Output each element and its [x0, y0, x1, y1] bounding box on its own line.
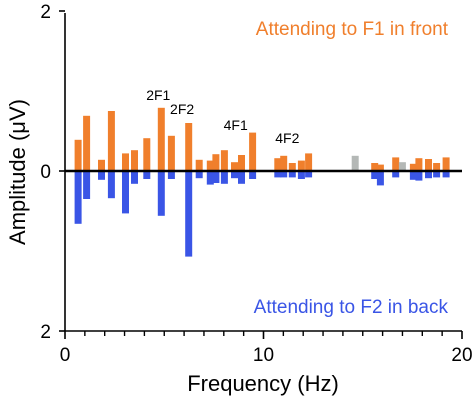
y-axis-title: Amplitude (μV)	[5, 99, 30, 245]
bar-series-0-14	[231, 162, 238, 171]
bar-series-2-1	[398, 162, 406, 171]
y-tick-label: 2	[40, 322, 51, 343]
bar-series-1-3	[107, 171, 115, 199]
plot-area	[74, 107, 450, 257]
bar-series-1-15	[238, 171, 245, 184]
bar-series-0-12	[212, 154, 220, 171]
bar-series-0-2	[98, 159, 105, 171]
bar-series-0-11	[206, 160, 214, 171]
bar-series-0-15	[238, 155, 245, 171]
bar-series-1-14	[231, 171, 238, 179]
bar-series-1-2	[98, 171, 105, 180]
back-condition-label: Attending to F2 in back	[254, 297, 449, 318]
y-ticks: 2 0 2	[40, 2, 65, 343]
bar-series-1-29	[442, 171, 450, 178]
bar-series-0-18	[280, 155, 288, 171]
bar-series-1-21	[305, 171, 313, 178]
y-tick-label: 2	[40, 2, 51, 23]
bar-series-1-17	[274, 171, 282, 178]
annotation-label: 4F1	[224, 117, 248, 133]
bar-series-0-8	[167, 135, 175, 171]
bar-series-1-18	[280, 171, 288, 178]
bar-series-1-22	[371, 171, 379, 179]
bar-series-2-0	[351, 155, 359, 171]
bar-series-1-6	[143, 171, 151, 179]
bar-series-1-16	[249, 171, 257, 179]
bar-series-0-29	[442, 157, 450, 171]
annotation-label: 2F1	[146, 87, 170, 103]
bar-series-1-11	[206, 171, 214, 185]
bar-series-1-23	[376, 171, 384, 186]
bar-series-1-0	[74, 171, 82, 224]
bar-series-0-25	[409, 163, 417, 171]
bar-series-1-27	[425, 171, 432, 179]
bar-series-1-12	[212, 171, 220, 183]
bar-series-1-13	[220, 171, 228, 184]
bar-series-0-21	[305, 153, 313, 171]
bar-series-0-0	[74, 139, 82, 171]
bar-series-1-26	[415, 171, 423, 181]
bar-series-1-1	[83, 171, 91, 199]
x-tick-label: 20	[451, 345, 472, 366]
bar-series-0-24	[392, 157, 400, 171]
bar-series-0-3	[107, 111, 115, 171]
bar-series-0-16	[249, 132, 257, 171]
bar-series-0-9	[185, 123, 193, 171]
bar-series-1-28	[433, 171, 441, 178]
bar-series-1-19	[288, 171, 296, 178]
x-tick-label: 0	[60, 345, 71, 366]
bar-series-0-26	[415, 158, 423, 171]
annotation-label: 2F2	[170, 101, 194, 117]
front-condition-label: Attending to F1 in front	[256, 19, 449, 40]
bar-series-1-8	[167, 171, 175, 179]
x-ticks: 0 10 20	[60, 331, 473, 366]
bar-series-0-17	[274, 158, 282, 171]
bar-series-0-1	[83, 115, 91, 171]
bar-series-0-4	[122, 153, 129, 171]
x-axis-title: Frequency (Hz)	[187, 371, 339, 396]
bar-series-0-22	[371, 163, 379, 171]
y-tick-label: 0	[40, 162, 51, 183]
annotation-label: 4F2	[275, 130, 299, 146]
bar-series-0-23	[376, 164, 384, 171]
bar-series-0-28	[433, 163, 441, 171]
bar-series-0-19	[288, 163, 296, 171]
bar-series-0-10	[195, 159, 203, 171]
x-tick-label: 10	[253, 345, 274, 366]
bar-series-0-27	[425, 159, 432, 171]
bar-series-1-7	[157, 171, 165, 216]
bar-series-0-20	[297, 160, 305, 171]
bar-series-0-13	[220, 150, 228, 171]
bar-series-0-5	[131, 150, 138, 171]
bar-series-1-25	[409, 171, 417, 180]
bar-series-1-10	[195, 171, 203, 179]
bar-series-1-24	[392, 171, 400, 178]
bar-series-1-5	[131, 171, 138, 184]
bar-series-0-6	[143, 138, 151, 171]
bar-series-1-20	[297, 171, 305, 179]
bar-series-0-7	[157, 107, 165, 171]
bar-series-1-9	[185, 171, 193, 257]
bar-series-1-4	[122, 171, 129, 214]
